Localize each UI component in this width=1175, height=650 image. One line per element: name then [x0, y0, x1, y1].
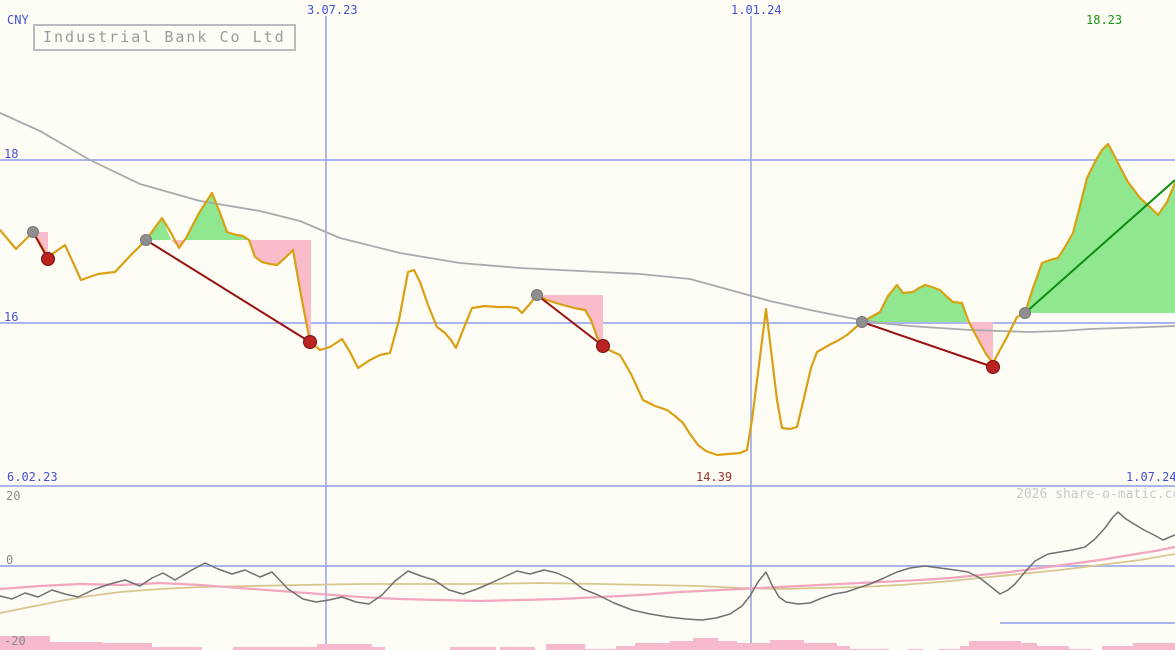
osc-tick-minus20: -20	[4, 634, 26, 648]
price-tick-16: 16	[4, 310, 19, 324]
gridlines-layer	[0, 16, 1175, 650]
osc-tick-0: 0	[6, 553, 14, 567]
shaded-regions-layer	[33, 144, 1175, 363]
x-grid-date-2: 1.01.24	[731, 3, 782, 17]
start-date-label: 6.02.23	[7, 470, 58, 484]
pivot-dots-layer	[27, 226, 1031, 374]
instrument-title: Industrial Bank Co Ltd	[33, 24, 296, 51]
watermark: 2026 share-o-matic.com	[1016, 487, 1175, 502]
min-price-label: 14.39	[696, 470, 733, 484]
currency-label: CNY	[7, 13, 29, 27]
price-tick-18: 18	[4, 147, 19, 161]
max-price-label: 18.23	[1086, 13, 1123, 27]
osc-tick-20: 20	[6, 489, 21, 503]
volume-bars-layer	[0, 636, 1175, 650]
series-lines-layer	[0, 112, 1175, 621]
end-date-label: 1.07.24	[1126, 470, 1175, 484]
x-grid-date-1: 3.07.23	[307, 3, 358, 17]
